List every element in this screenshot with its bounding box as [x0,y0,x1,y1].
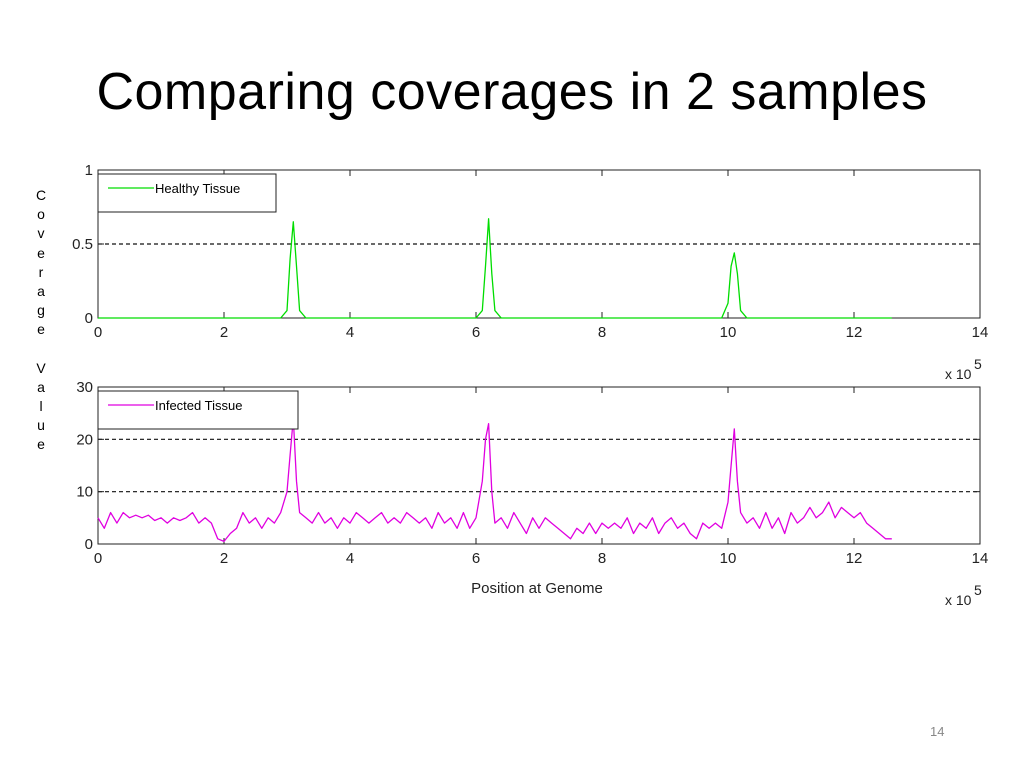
slide-title: Comparing coverages in 2 samples [96,63,928,121]
x-tick-label: 8 [598,550,606,567]
side-label-letter: l [39,398,43,415]
legend-box [97,173,277,213]
x-axis-label: Position at Genome [471,580,603,597]
side-label-letter: r [38,263,44,280]
x-tick-label: 8 [598,324,606,341]
y-tick-label: 30 [76,379,93,396]
legend-box [97,390,299,430]
x-tick-label: 4 [346,324,354,341]
side-label-letter: u [37,417,45,434]
side-label-letter: a [37,282,45,299]
x-tick-label: 0 [94,324,102,341]
y-tick-label: 10 [76,484,93,501]
x-tick-label: 6 [472,550,480,567]
chart-panel-bottom: 0 2 4 6 8 10 12 14 0 10 20 30 x 105 Infected Tissue [76,379,988,608]
x-tick-label: 0 [94,550,102,567]
plot-frame [97,386,981,545]
legend: Healthy Tissue [97,173,277,213]
x-tick-label: 4 [346,550,354,567]
side-label-letter: e [37,436,45,453]
side-label-letter: o [37,206,45,223]
side-label-letter: V [36,359,46,376]
x-tick-label: 12 [846,550,863,567]
y-tick-label: 1 [85,162,93,179]
series-line [97,417,892,543]
x-tick-label: 12 [846,324,863,341]
x-tick-label: 10 [720,324,737,341]
side-label-letter: a [37,378,45,395]
side-label-letter: C [35,187,47,203]
x-exponent-label: x 10 [945,366,972,382]
x-tick-label: 14 [972,324,989,341]
y-tick-label: 0 [85,536,93,553]
x-exponent-sup: 5 [974,582,982,598]
chart-panel-top: 0 2 4 6 8 10 12 14 0 0.5 1 x 105 Healthy Tissue [72,162,988,382]
series-line [98,218,892,319]
legend-entry: Infected Tissue [155,398,242,413]
y-tick-label: 0 [85,310,93,327]
x-tick-label: 2 [220,550,228,567]
legend-entry: Healthy Tissue [155,181,240,196]
x-exponent-sup: 5 [974,356,982,372]
x-tick-label: 10 [720,550,737,567]
side-label-letter: e [37,244,45,261]
y-tick-label: 0.5 [72,236,93,253]
legend: Infected Tissue [97,390,299,430]
x-tick-label: 2 [220,324,228,341]
side-label-letter: g [37,302,45,319]
side-label-letter: e [37,321,45,338]
page-number: 14 [930,724,945,739]
x-tick-label: 6 [472,324,480,341]
x-exponent-label: x 10 [945,592,972,608]
y-tick-label: 20 [76,431,93,448]
side-label-letter: v [37,225,45,242]
x-tick-label: 14 [972,550,989,567]
